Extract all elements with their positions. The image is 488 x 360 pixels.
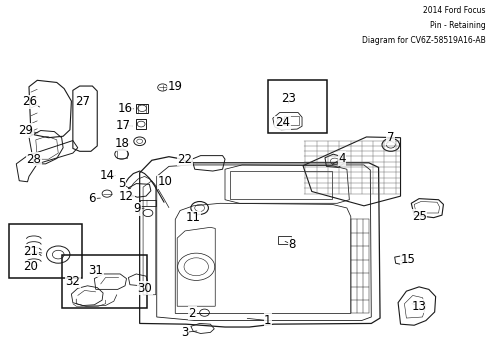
Text: 3: 3: [181, 326, 188, 339]
Text: 23: 23: [281, 92, 295, 105]
Text: 7: 7: [386, 131, 394, 144]
Text: 4: 4: [338, 152, 345, 165]
Text: 18: 18: [114, 137, 129, 150]
Text: 1: 1: [264, 314, 271, 327]
Text: 13: 13: [411, 300, 426, 313]
Text: 24: 24: [274, 116, 289, 129]
Text: 8: 8: [288, 238, 295, 251]
Text: 20: 20: [23, 260, 38, 273]
Text: 10: 10: [158, 175, 173, 188]
Text: Pin - Retaining: Pin - Retaining: [429, 21, 485, 30]
Text: 31: 31: [88, 264, 103, 277]
Bar: [267, 80, 327, 133]
Text: 5: 5: [118, 177, 125, 190]
Text: 6: 6: [88, 192, 96, 205]
Text: Diagram for CV6Z-58519A16-AB: Diagram for CV6Z-58519A16-AB: [362, 36, 485, 45]
Text: 29: 29: [19, 124, 34, 137]
Text: 2: 2: [188, 307, 196, 320]
Text: 25: 25: [411, 210, 426, 223]
Text: 15: 15: [400, 253, 414, 266]
Text: 11: 11: [185, 211, 201, 224]
Text: 26: 26: [22, 95, 38, 108]
Text: 9: 9: [133, 202, 141, 215]
Text: 19: 19: [167, 80, 183, 93]
Bar: [61, 255, 147, 309]
Text: 17: 17: [116, 119, 131, 132]
Bar: [9, 225, 81, 278]
Text: 2014 Ford Focus: 2014 Ford Focus: [423, 6, 485, 15]
Text: 21: 21: [23, 244, 39, 257]
Text: 16: 16: [117, 102, 132, 115]
Text: 22: 22: [177, 153, 192, 166]
Text: 28: 28: [26, 153, 41, 166]
Text: 27: 27: [75, 95, 90, 108]
Text: 12: 12: [119, 190, 134, 203]
Text: 32: 32: [65, 275, 80, 288]
Text: 14: 14: [99, 169, 114, 182]
Text: 30: 30: [137, 282, 152, 295]
